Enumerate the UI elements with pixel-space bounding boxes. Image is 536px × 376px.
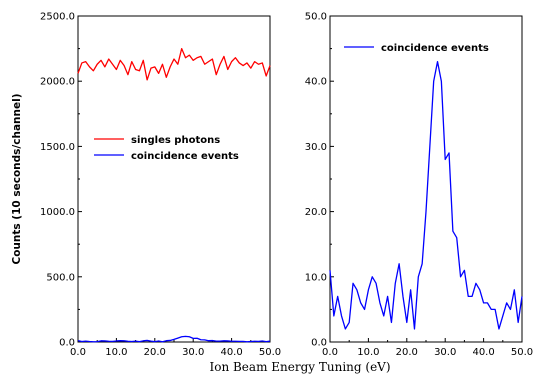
x-tick-label-right: 0.0 — [322, 347, 338, 358]
legend-right: coincidence events — [344, 43, 489, 54]
x-tick-label-left: 40.0 — [220, 347, 242, 358]
series-line-coincidence-events-left — [77, 335, 271, 343]
series-line-coincidence-events-right — [329, 60, 523, 330]
y-tick-label-right: 0.0 — [311, 338, 327, 349]
x-tick-label-right: 40.0 — [472, 347, 494, 358]
y-tick-label-left: 1500.0 — [40, 142, 75, 153]
x-tick-label-left: 50.0 — [259, 347, 281, 358]
panel-left: 0.0 500.0 1000.0 1500.0 2000.0 2500.0 0.0 10.0 2… — [40, 12, 281, 359]
series-line-singles-photons-left — [77, 47, 271, 81]
series-left — [77, 47, 271, 343]
x-tick-label-left: 30.0 — [182, 347, 204, 358]
y-tick-label-right: 40.0 — [305, 77, 327, 88]
y-tick-label-left: 2500.0 — [40, 12, 75, 23]
y-tick-label-right: 20.0 — [305, 207, 327, 218]
legend-label-singles: singles photons — [131, 135, 220, 146]
series-right — [329, 60, 523, 330]
y-tick-label-left: 500.0 — [46, 272, 75, 283]
y-tick-label-left: 0.0 — [59, 338, 75, 349]
legend-label-coincidence: coincidence events — [131, 151, 239, 162]
legend-left: singles photons coincidence events — [94, 135, 239, 162]
panel-right: 0.0 10.0 20.0 30.0 40.0 50.0 0.0 10.0 20.0 30.0 40… — [305, 12, 533, 359]
x-axis-label: Ion Beam Energy Tuning (eV) — [209, 360, 390, 374]
y-tick-label-right: 10.0 — [305, 272, 327, 283]
x-tick-label-right: 10.0 — [357, 347, 379, 358]
x-tick-label-right: 30.0 — [434, 347, 456, 358]
legend-label-coincidence-right: coincidence events — [381, 43, 489, 54]
y-axis-label: Counts (10 seconds/channel) — [11, 94, 23, 265]
y-tick-label-left: 1000.0 — [40, 207, 75, 218]
y-tick-label-right: 50.0 — [305, 12, 327, 23]
x-tick-label-right: 20.0 — [396, 347, 418, 358]
x-tick-label-left: 0.0 — [70, 347, 86, 358]
y-tick-label-left: 2000.0 — [40, 77, 75, 88]
x-tick-label-right: 50.0 — [511, 347, 533, 358]
x-tick-label-left: 10.0 — [105, 347, 127, 358]
ticks-left: 0.0 500.0 1000.0 1500.0 2000.0 2500.0 0.0 10.0 2… — [40, 12, 281, 359]
ticks-right: 0.0 10.0 20.0 30.0 40.0 50.0 0.0 10.0 20.0 30.0 40… — [305, 12, 533, 359]
y-tick-label-right: 30.0 — [305, 142, 327, 153]
plot-frame-right — [329, 15, 523, 343]
x-tick-label-left: 20.0 — [144, 347, 166, 358]
